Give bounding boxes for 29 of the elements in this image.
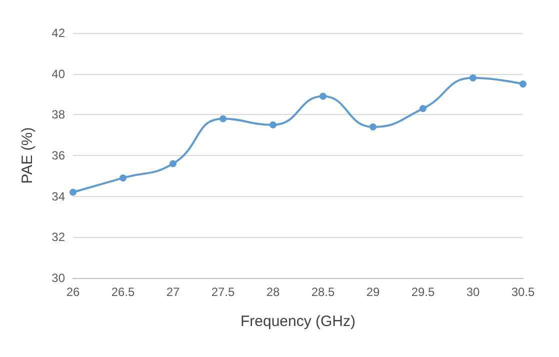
x-axis-title: Frequency (GHz) xyxy=(240,313,356,330)
x-tick-label: 26 xyxy=(66,285,80,299)
point xyxy=(520,80,526,88)
x-tick-label: 30.5 xyxy=(511,285,535,299)
y-tick-label: 40 xyxy=(52,66,66,81)
y-tick-label: 34 xyxy=(52,189,66,204)
x-tick-label: 26.5 xyxy=(111,285,135,299)
y-tick-label: 32 xyxy=(52,230,66,244)
y-axis-title: PAE (%) xyxy=(19,127,36,184)
point xyxy=(420,105,426,112)
y-tick-label: 30 xyxy=(52,271,66,285)
point xyxy=(370,123,376,130)
point xyxy=(220,115,226,122)
y-tick-label: 36 xyxy=(52,148,66,162)
x-tick-label: 29.5 xyxy=(411,285,435,299)
x-tick-label: 28.5 xyxy=(311,285,335,299)
point xyxy=(170,160,176,168)
x-tick-label: 30 xyxy=(466,285,480,299)
x-tick-label: 29 xyxy=(366,285,380,299)
point xyxy=(70,188,76,196)
point xyxy=(270,121,276,128)
point xyxy=(120,174,126,182)
y-tick-label: 38 xyxy=(52,108,66,122)
x-tick-label: 27 xyxy=(166,285,180,299)
x-tick-label: 27.5 xyxy=(211,285,235,299)
point xyxy=(470,74,476,82)
y-tick-label: 42 xyxy=(52,26,66,40)
point xyxy=(320,92,326,100)
x-tick-label: 28 xyxy=(266,285,280,299)
